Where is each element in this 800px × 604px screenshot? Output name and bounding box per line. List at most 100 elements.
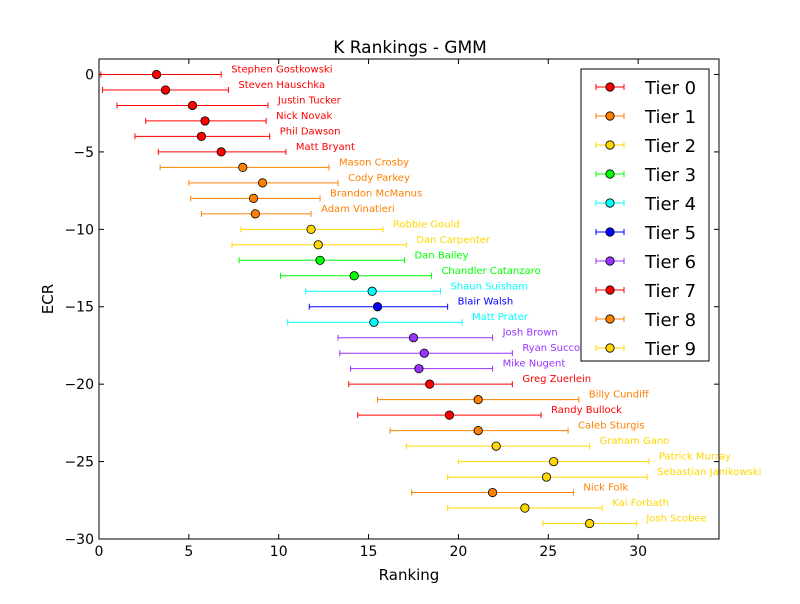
y-tick-label: −20 xyxy=(64,377,94,393)
point-label: Robbie Gould xyxy=(393,219,460,230)
data-point xyxy=(257,178,268,188)
data-point xyxy=(367,286,377,296)
legend-marker xyxy=(605,256,615,266)
legend-marker xyxy=(605,285,615,295)
y-tick-label: −10 xyxy=(64,222,94,238)
y-tick-label: −25 xyxy=(64,455,94,471)
point-label: Brandon McManus xyxy=(330,188,422,199)
legend-marker xyxy=(605,314,615,324)
point-label: Blair Walsh xyxy=(458,297,514,308)
plot-layer: 0 5 10 15 20 25 30 0 −5 −10 −15 −20 −25 −30 Stephen Go… xyxy=(64,59,761,560)
data-point xyxy=(160,85,171,95)
y-tick-label: −30 xyxy=(64,532,94,548)
legend-box xyxy=(580,68,710,362)
point-label: Randy Bullock xyxy=(551,405,622,416)
data-point xyxy=(473,395,483,405)
point-label: Graham Gano xyxy=(600,436,670,447)
data-point xyxy=(585,518,595,529)
point-label: Nick Folk xyxy=(583,483,628,494)
legend: Tier 0 Tier 1 Tier 2 Tier 3 Tier 4 Tier 5 Tier… xyxy=(580,68,710,362)
legend-label: Tier 1 xyxy=(644,107,696,128)
point-label: Patrick Murray xyxy=(659,452,731,463)
point-label: Steven Hauschka xyxy=(238,80,325,91)
x-tick-label: 30 xyxy=(629,544,647,560)
legend-label: Tier 2 xyxy=(644,136,696,157)
data-point xyxy=(487,487,498,498)
data-point xyxy=(520,503,530,513)
point-label: Justin Tucker xyxy=(277,95,342,106)
legend-label: Tier 4 xyxy=(644,194,696,215)
data-point xyxy=(315,255,325,265)
point-label: Ryan Succop xyxy=(522,343,586,354)
point-label: Mike Nugent xyxy=(503,359,566,370)
plot-frame xyxy=(98,58,720,540)
x-tick-label: 0 xyxy=(95,544,104,560)
y-tick-label: 0 xyxy=(85,67,94,83)
legend-marker xyxy=(605,227,615,237)
data-point xyxy=(372,302,383,312)
data-point xyxy=(248,193,259,203)
point-label: Kai Forbath xyxy=(612,498,669,509)
point-label: Adam Vinatieri xyxy=(321,204,395,215)
point-label: Chandler Catanzaro xyxy=(441,266,540,277)
data-point xyxy=(491,441,501,451)
point-label: Dan Carpenter xyxy=(416,235,490,246)
point-label: Stephen Gostkowski xyxy=(231,64,332,75)
point-label: Matt Prater xyxy=(472,312,529,323)
point-label: Caleb Sturgis xyxy=(578,421,644,432)
legend-marker xyxy=(605,169,615,179)
point-label: Mason Crosby xyxy=(339,157,409,168)
data-point xyxy=(200,116,210,126)
data-point xyxy=(408,333,419,343)
y-tick-label: −5 xyxy=(73,145,94,161)
data-point xyxy=(216,147,226,157)
data-point xyxy=(151,69,162,80)
point-label: Matt Bryant xyxy=(296,142,355,153)
point-label: Greg Zuerlein xyxy=(522,374,591,385)
x-tick-label: 15 xyxy=(360,544,378,560)
legend-label: Tier 5 xyxy=(644,223,696,244)
x-tick-label: 10 xyxy=(270,544,288,560)
point-label: Shaun Suisham xyxy=(450,281,528,292)
point-label: Dan Bailey xyxy=(415,250,469,261)
data-point xyxy=(419,348,429,358)
point-label: Phil Dawson xyxy=(280,126,341,137)
data-point xyxy=(473,426,483,436)
data-point xyxy=(313,240,323,250)
legend-marker xyxy=(605,82,615,92)
legend-label: Tier 0 xyxy=(644,78,696,99)
x-tick-label: 5 xyxy=(184,544,193,560)
chart-title: K Rankings - GMM xyxy=(333,38,487,58)
legend-marker xyxy=(605,111,615,121)
point-label: Sebastian Janikowski xyxy=(657,467,761,478)
data-point xyxy=(250,209,260,219)
legend-marker xyxy=(605,198,615,208)
x-tick-label: 20 xyxy=(450,544,468,560)
data-point xyxy=(425,379,435,389)
legend-label: Tier 7 xyxy=(644,281,696,302)
point-label: Cody Parkey xyxy=(348,173,410,184)
point-label: Nick Novak xyxy=(276,111,332,122)
x-tick-label: 25 xyxy=(539,544,557,560)
y-tick-label: −15 xyxy=(64,300,94,316)
data-point xyxy=(549,456,559,467)
data-point xyxy=(196,131,207,142)
legend-label: Tier 6 xyxy=(644,252,696,273)
y-axis-label: ECR xyxy=(39,284,57,314)
data-point xyxy=(444,410,455,420)
point-label: Josh Brown xyxy=(502,328,558,339)
data-point xyxy=(187,100,198,111)
data-point xyxy=(541,472,552,482)
point-label: Josh Scobee xyxy=(645,514,706,525)
data-point xyxy=(369,317,379,327)
data-point xyxy=(306,224,316,234)
legend-label: Tier 3 xyxy=(644,165,696,186)
x-axis-label: Ranking xyxy=(379,566,440,584)
legend-marker xyxy=(605,343,615,353)
legend-label: Tier 9 xyxy=(644,339,696,360)
legend-label: Tier 8 xyxy=(644,310,696,331)
point-label: Billy Cundiff xyxy=(589,390,650,401)
data-point xyxy=(349,271,359,281)
